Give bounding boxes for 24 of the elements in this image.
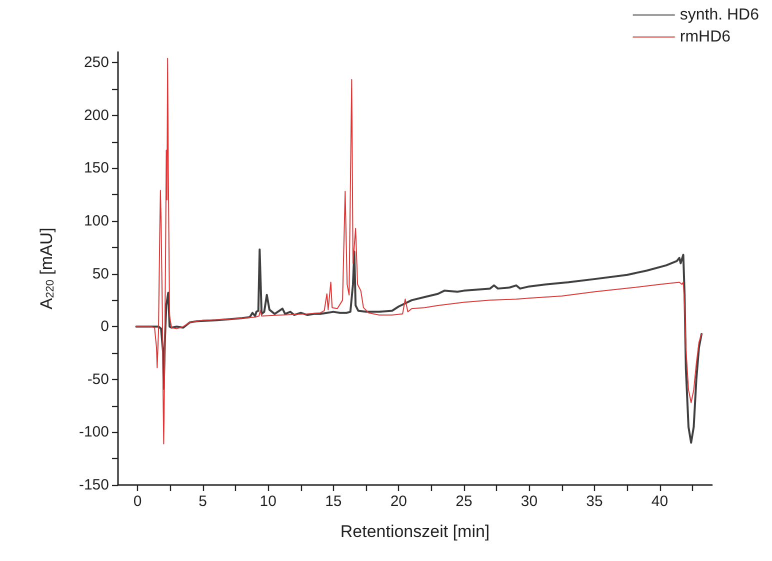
x-tick-label: 40 xyxy=(651,493,668,510)
y-tick-label: 250 xyxy=(84,54,109,72)
y-tick-label: 0 xyxy=(100,318,109,336)
legend-label: synth. HD6 xyxy=(680,6,760,24)
y-tick-label: 150 xyxy=(84,160,109,177)
x-axis-title: Retentionszeit [min] xyxy=(340,522,490,541)
x-tick-label: 25 xyxy=(456,493,472,510)
x-tick-label: 5 xyxy=(198,493,208,510)
line-series xyxy=(136,58,702,444)
y-tick-label: 100 xyxy=(84,212,109,230)
x-tick-label: 10 xyxy=(260,493,276,510)
y-tick-label: -150 xyxy=(78,476,109,494)
x-tick-label: 30 xyxy=(520,493,538,510)
legend-label: rmHD6 xyxy=(680,28,731,46)
x-tick-label: 0 xyxy=(133,493,142,510)
x-tick-label: 15 xyxy=(325,493,342,510)
x-tick-label: 35 xyxy=(586,493,603,510)
y-axis-title: A220 [mAU] xyxy=(37,228,56,310)
y-tick-label: 50 xyxy=(92,265,109,282)
line-series xyxy=(135,248,703,444)
x-tick-label: 20 xyxy=(390,493,408,510)
y-tick-label: -50 xyxy=(87,370,109,388)
y-tick-label: 200 xyxy=(84,106,109,124)
y-tick-label: -100 xyxy=(78,424,109,441)
